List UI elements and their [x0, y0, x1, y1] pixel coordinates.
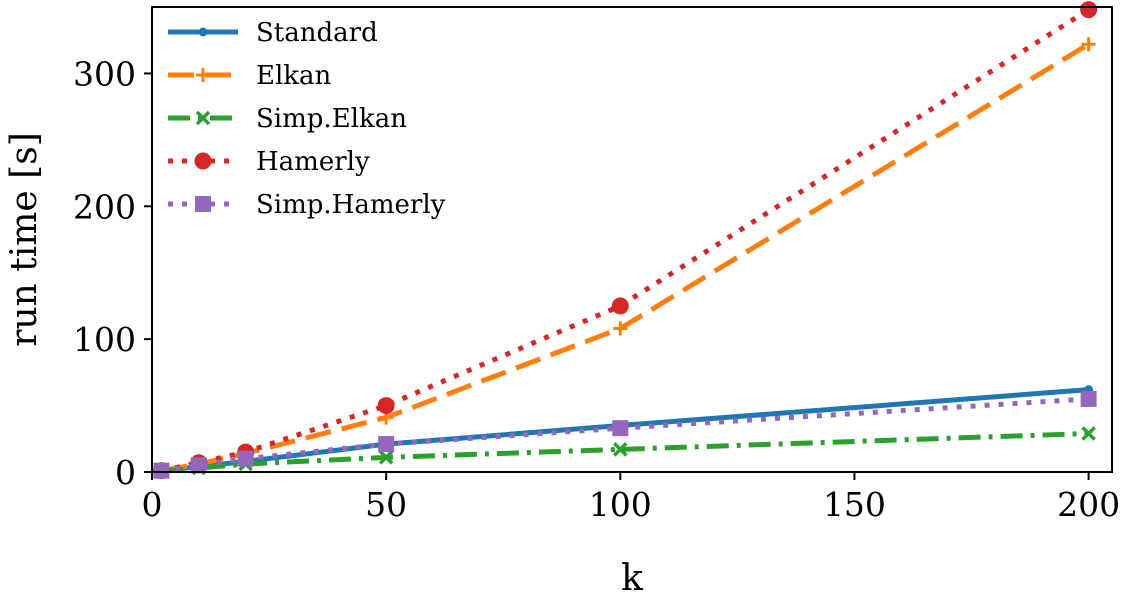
x-tick-label: 100 [589, 485, 652, 524]
series-simp-hamerly [153, 390, 1097, 479]
legend-item-elkan: Elkan [168, 61, 332, 91]
y-tick-label: 100 [73, 320, 136, 359]
legend-label: Simp.Hamerly [256, 190, 446, 220]
series-line-elkan [160, 42, 1090, 474]
data-point-simp-hamerly [190, 457, 207, 474]
legend-label: Simp.Elkan [256, 104, 407, 134]
data-point-simp-elkan [1081, 426, 1096, 441]
legend-marker [198, 27, 208, 37]
data-point-simp-elkan [378, 450, 394, 465]
x-tick-label: 150 [823, 485, 886, 524]
legend-marker [194, 152, 212, 170]
y-tick-label: 0 [115, 453, 136, 492]
data-point-hamerly [611, 297, 629, 315]
data-point-simp-hamerly [1080, 390, 1097, 407]
data-point-simp-hamerly [612, 420, 629, 437]
y-tick-label: 200 [73, 187, 136, 226]
data-point-elkan [613, 321, 628, 336]
legend-marker [195, 110, 211, 126]
legend-label: Standard [256, 18, 378, 48]
x-tick-label: 200 [1057, 485, 1120, 524]
x-tick-label: 0 [142, 485, 163, 524]
data-point-simp-elkan [613, 442, 628, 457]
data-point-simp-hamerly [153, 462, 170, 479]
y-tick-label: 300 [73, 54, 136, 93]
legend-marker [196, 68, 210, 82]
data-point-elkan [1081, 37, 1096, 52]
series-layer [152, 1, 1098, 480]
legend-item-simp-hamerly: Simp.Hamerly [168, 190, 446, 220]
legend-item-simp-elkan: Simp.Elkan [168, 104, 407, 134]
x-axis-ticks: 0 50 100 150 200 [142, 472, 1120, 524]
data-point-hamerly [377, 397, 395, 415]
y-axis-label: run time [s] [4, 132, 45, 346]
legend-marker [195, 196, 211, 212]
legend-label: Elkan [256, 61, 332, 91]
legend: Standard Elkan Simp.Elkan Hamerly Simp.Hamer… [168, 18, 446, 220]
y-axis-ticks: 0 100 200 300 [73, 54, 152, 492]
x-tick-label: 50 [365, 485, 407, 524]
legend-label: Hamerly [256, 147, 370, 177]
data-point-simp-hamerly [237, 450, 254, 467]
data-point-simp-hamerly [378, 436, 395, 453]
x-axis-label: k [621, 558, 644, 599]
legend-item-standard: Standard [168, 18, 378, 48]
plot-frame [151, 6, 1113, 473]
data-point-hamerly [1080, 1, 1098, 19]
legend-item-hamerly: Hamerly [168, 147, 370, 177]
